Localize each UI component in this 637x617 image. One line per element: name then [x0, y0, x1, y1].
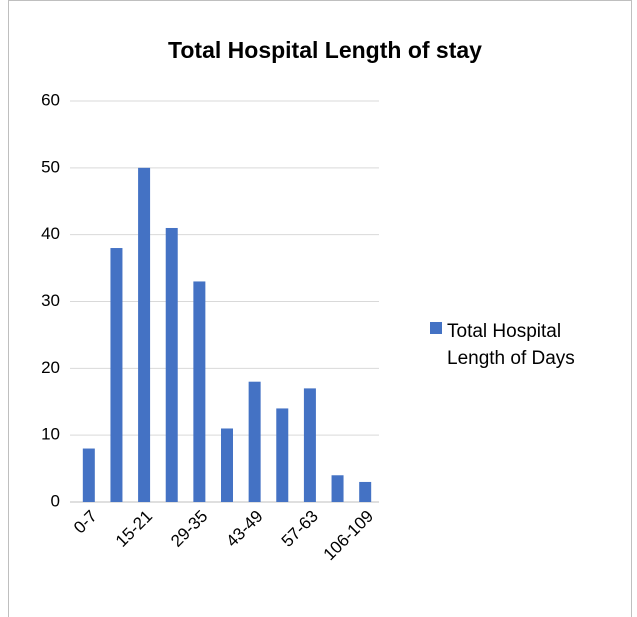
bar [82, 448, 95, 502]
y-tick-label: 0 [51, 491, 60, 510]
x-tick-label: 29-35 [167, 507, 211, 551]
y-tick-label: 20 [41, 358, 60, 377]
chart-title: Total Hospital Length of stay [168, 37, 482, 63]
x-tick-label: 57-63 [278, 507, 322, 551]
bar [138, 167, 151, 503]
x-tick-label: 15-21 [112, 507, 156, 551]
legend-swatch [430, 322, 442, 334]
y-tick-label: 10 [41, 425, 60, 444]
bar [331, 475, 344, 502]
bar [221, 428, 233, 502]
y-tick-label: 40 [41, 224, 60, 243]
bar [193, 281, 206, 502]
x-tick-label: 106-109 [320, 507, 378, 565]
y-tick-label: 60 [41, 90, 60, 109]
bar [165, 227, 178, 502]
bar [248, 381, 261, 502]
bar [303, 388, 316, 502]
chart-border [8, 0, 632, 617]
bar [359, 481, 372, 502]
y-tick-label: 50 [41, 157, 60, 176]
bar [110, 248, 123, 502]
y-tick-label: 30 [41, 291, 60, 310]
x-tick-label: 43-49 [222, 507, 266, 551]
bar [276, 408, 289, 502]
legend-label: Total Hospital Length of Days [447, 321, 575, 369]
x-tick-label: 0-7 [70, 507, 101, 538]
